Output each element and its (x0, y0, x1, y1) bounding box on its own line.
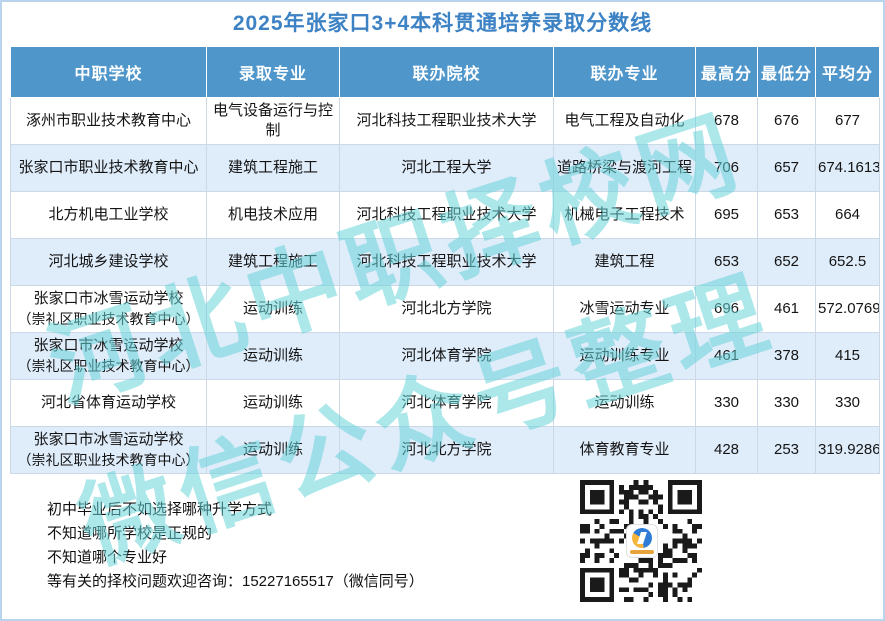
joint-major-cell: 电气工程及自动化 (553, 97, 696, 145)
table-row: 张家口市职业技术教育中心 建筑工程施工 河北工程大学 道路桥梁与渡河工程 706… (10, 144, 880, 192)
avg-score-cell: 664 (815, 191, 880, 239)
major-cell: 建筑工程施工 (206, 238, 340, 286)
qr-center-logo (626, 524, 658, 558)
college-cell: 河北体育学院 (339, 332, 554, 380)
table-row: 河北城乡建设学校 建筑工程施工 河北科技工程职业技术大学 建筑工程 653 65… (10, 238, 880, 286)
school-name: 张家口市职业技术教育中心 (18, 159, 199, 176)
avg-score-cell: 677 (815, 97, 880, 145)
max-score-cell: 461 (695, 332, 758, 380)
table-row: 张家口市冰雪运动学校 （崇礼区职业技术教育中心） 运动训练 河北北方学院 冰雪运动… (10, 285, 880, 333)
max-score-cell: 678 (695, 97, 758, 145)
max-score-cell: 706 (695, 144, 758, 192)
table-row: 涿州市职业技术教育中心 电气设备运行与控制 河北科技工程职业技术大学 电气工程及… (10, 97, 880, 145)
school-cell: 张家口市冰雪运动学校 （崇礼区职业技术教育中心） (10, 426, 207, 474)
avg-score-cell: 652.5 (815, 238, 880, 286)
avg-score-cell: 330 (815, 379, 880, 427)
school-cell: 河北省体育运动学校 (10, 379, 207, 427)
college-cell: 河北工程大学 (339, 144, 554, 192)
table-row: 北方机电工业学校 机电技术应用 河北科技工程职业技术大学 机械电子工程技术 69… (10, 191, 880, 239)
school-name: 涿州市职业技术教育中心 (25, 112, 191, 129)
max-score-cell: 428 (695, 426, 758, 474)
footer-line: 不知道哪个专业好 (47, 549, 168, 566)
col-header-joint-major: 联办专业 (553, 46, 696, 98)
joint-major-cell: 运动训练 (553, 379, 696, 427)
avg-score-cell: 319.9286 (815, 426, 880, 474)
major-cell: 机电技术应用 (206, 191, 340, 239)
major-cell: 建筑工程施工 (206, 144, 340, 192)
max-score-cell: 695 (695, 191, 758, 239)
col-header-college: 联办院校 (339, 46, 554, 98)
max-score-cell: 653 (695, 238, 758, 286)
school-cell: 张家口市职业技术教育中心 (10, 144, 207, 192)
table-row: 河北省体育运动学校 运动训练 河北体育学院 运动训练 330 330 330 (10, 379, 880, 427)
col-header-major: 录取专业 (206, 46, 340, 98)
min-score-cell: 330 (757, 379, 816, 427)
min-score-cell: 652 (757, 238, 816, 286)
major-cell: 电气设备运行与控制 (206, 97, 340, 145)
school-cell: 张家口市冰雪运动学校 （崇礼区职业技术教育中心） (10, 332, 207, 380)
avg-score-cell: 572.0769 (815, 285, 880, 333)
col-header-school: 中职学校 (10, 46, 207, 98)
school-name: 河北省体育运动学校 (40, 394, 176, 411)
min-score-cell: 657 (757, 144, 816, 192)
major-cell: 运动训练 (206, 426, 340, 474)
max-score-cell: 330 (695, 379, 758, 427)
min-score-cell: 653 (757, 191, 816, 239)
joint-major-cell: 道路桥梁与渡河工程 (553, 144, 696, 192)
qr-code (580, 480, 702, 602)
college-cell: 河北体育学院 (339, 379, 554, 427)
college-cell: 河北北方学院 (339, 285, 554, 333)
table-row: 张家口市冰雪运动学校 （崇礼区职业技术教育中心） 运动训练 河北体育学院 运动训练… (10, 332, 880, 380)
footer-line: 等有关的择校问题欢迎咨询：15227165517（微信同号） (47, 573, 424, 590)
score-table: 中职学校 录取专业 联办院校 联办专业 最高分 最低分 平均分 涿州市职业技术教… (10, 46, 880, 474)
footer-note: 初中毕业后不如选择哪种升学方式 不知道哪所学校是正规的 不知道哪个专业好 等有关… (47, 498, 424, 594)
joint-major-cell: 运动训练专业 (553, 332, 696, 380)
school-note: （崇礼区职业技术教育中心） (17, 311, 200, 327)
school-cell: 河北城乡建设学校 (10, 238, 207, 286)
school-note: （崇礼区职业技术教育中心） (17, 358, 200, 374)
col-header-avg-score: 平均分 (815, 46, 880, 98)
school-name: 北方机电工业学校 (48, 206, 169, 223)
school-note: （崇礼区职业技术教育中心） (17, 452, 200, 468)
min-score-cell: 676 (757, 97, 816, 145)
school-name: 张家口市冰雪运动学校 (33, 290, 184, 307)
footer-line: 不知道哪所学校是正规的 (47, 525, 213, 542)
joint-major-cell: 建筑工程 (553, 238, 696, 286)
college-cell: 河北科技工程职业技术大学 (339, 97, 554, 145)
min-score-cell: 378 (757, 332, 816, 380)
avg-score-cell: 415 (815, 332, 880, 380)
col-header-min-score: 最低分 (757, 46, 816, 98)
school-name: 河北城乡建设学校 (48, 253, 169, 270)
min-score-cell: 461 (757, 285, 816, 333)
table-row: 张家口市冰雪运动学校 （崇礼区职业技术教育中心） 运动训练 河北北方学院 体育教育… (10, 426, 880, 474)
school-name: 张家口市冰雪运动学校 (33, 431, 184, 448)
major-cell: 运动训练 (206, 332, 340, 380)
brand-logo-icon (632, 528, 652, 548)
page-title: 2025年张家口3+4本科贯通培养录取分数线 (2, 2, 883, 44)
brand-logo-caption (630, 550, 654, 554)
footer-line: 初中毕业后不如选择哪种升学方式 (47, 501, 273, 518)
table-header-row: 中职学校 录取专业 联办院校 联办专业 最高分 最低分 平均分 (10, 46, 880, 98)
avg-score-cell: 674.1613 (815, 144, 880, 192)
joint-major-cell: 体育教育专业 (553, 426, 696, 474)
max-score-cell: 696 (695, 285, 758, 333)
joint-major-cell: 冰雪运动专业 (553, 285, 696, 333)
college-cell: 河北科技工程职业技术大学 (339, 191, 554, 239)
major-cell: 运动训练 (206, 285, 340, 333)
min-score-cell: 253 (757, 426, 816, 474)
major-cell: 运动训练 (206, 379, 340, 427)
college-cell: 河北北方学院 (339, 426, 554, 474)
school-cell: 北方机电工业学校 (10, 191, 207, 239)
school-name: 张家口市冰雪运动学校 (33, 337, 184, 354)
col-header-max-score: 最高分 (695, 46, 758, 98)
school-cell: 涿州市职业技术教育中心 (10, 97, 207, 145)
school-cell: 张家口市冰雪运动学校 （崇礼区职业技术教育中心） (10, 285, 207, 333)
joint-major-cell: 机械电子工程技术 (553, 191, 696, 239)
college-cell: 河北科技工程职业技术大学 (339, 238, 554, 286)
qr-code-pattern (580, 480, 702, 602)
